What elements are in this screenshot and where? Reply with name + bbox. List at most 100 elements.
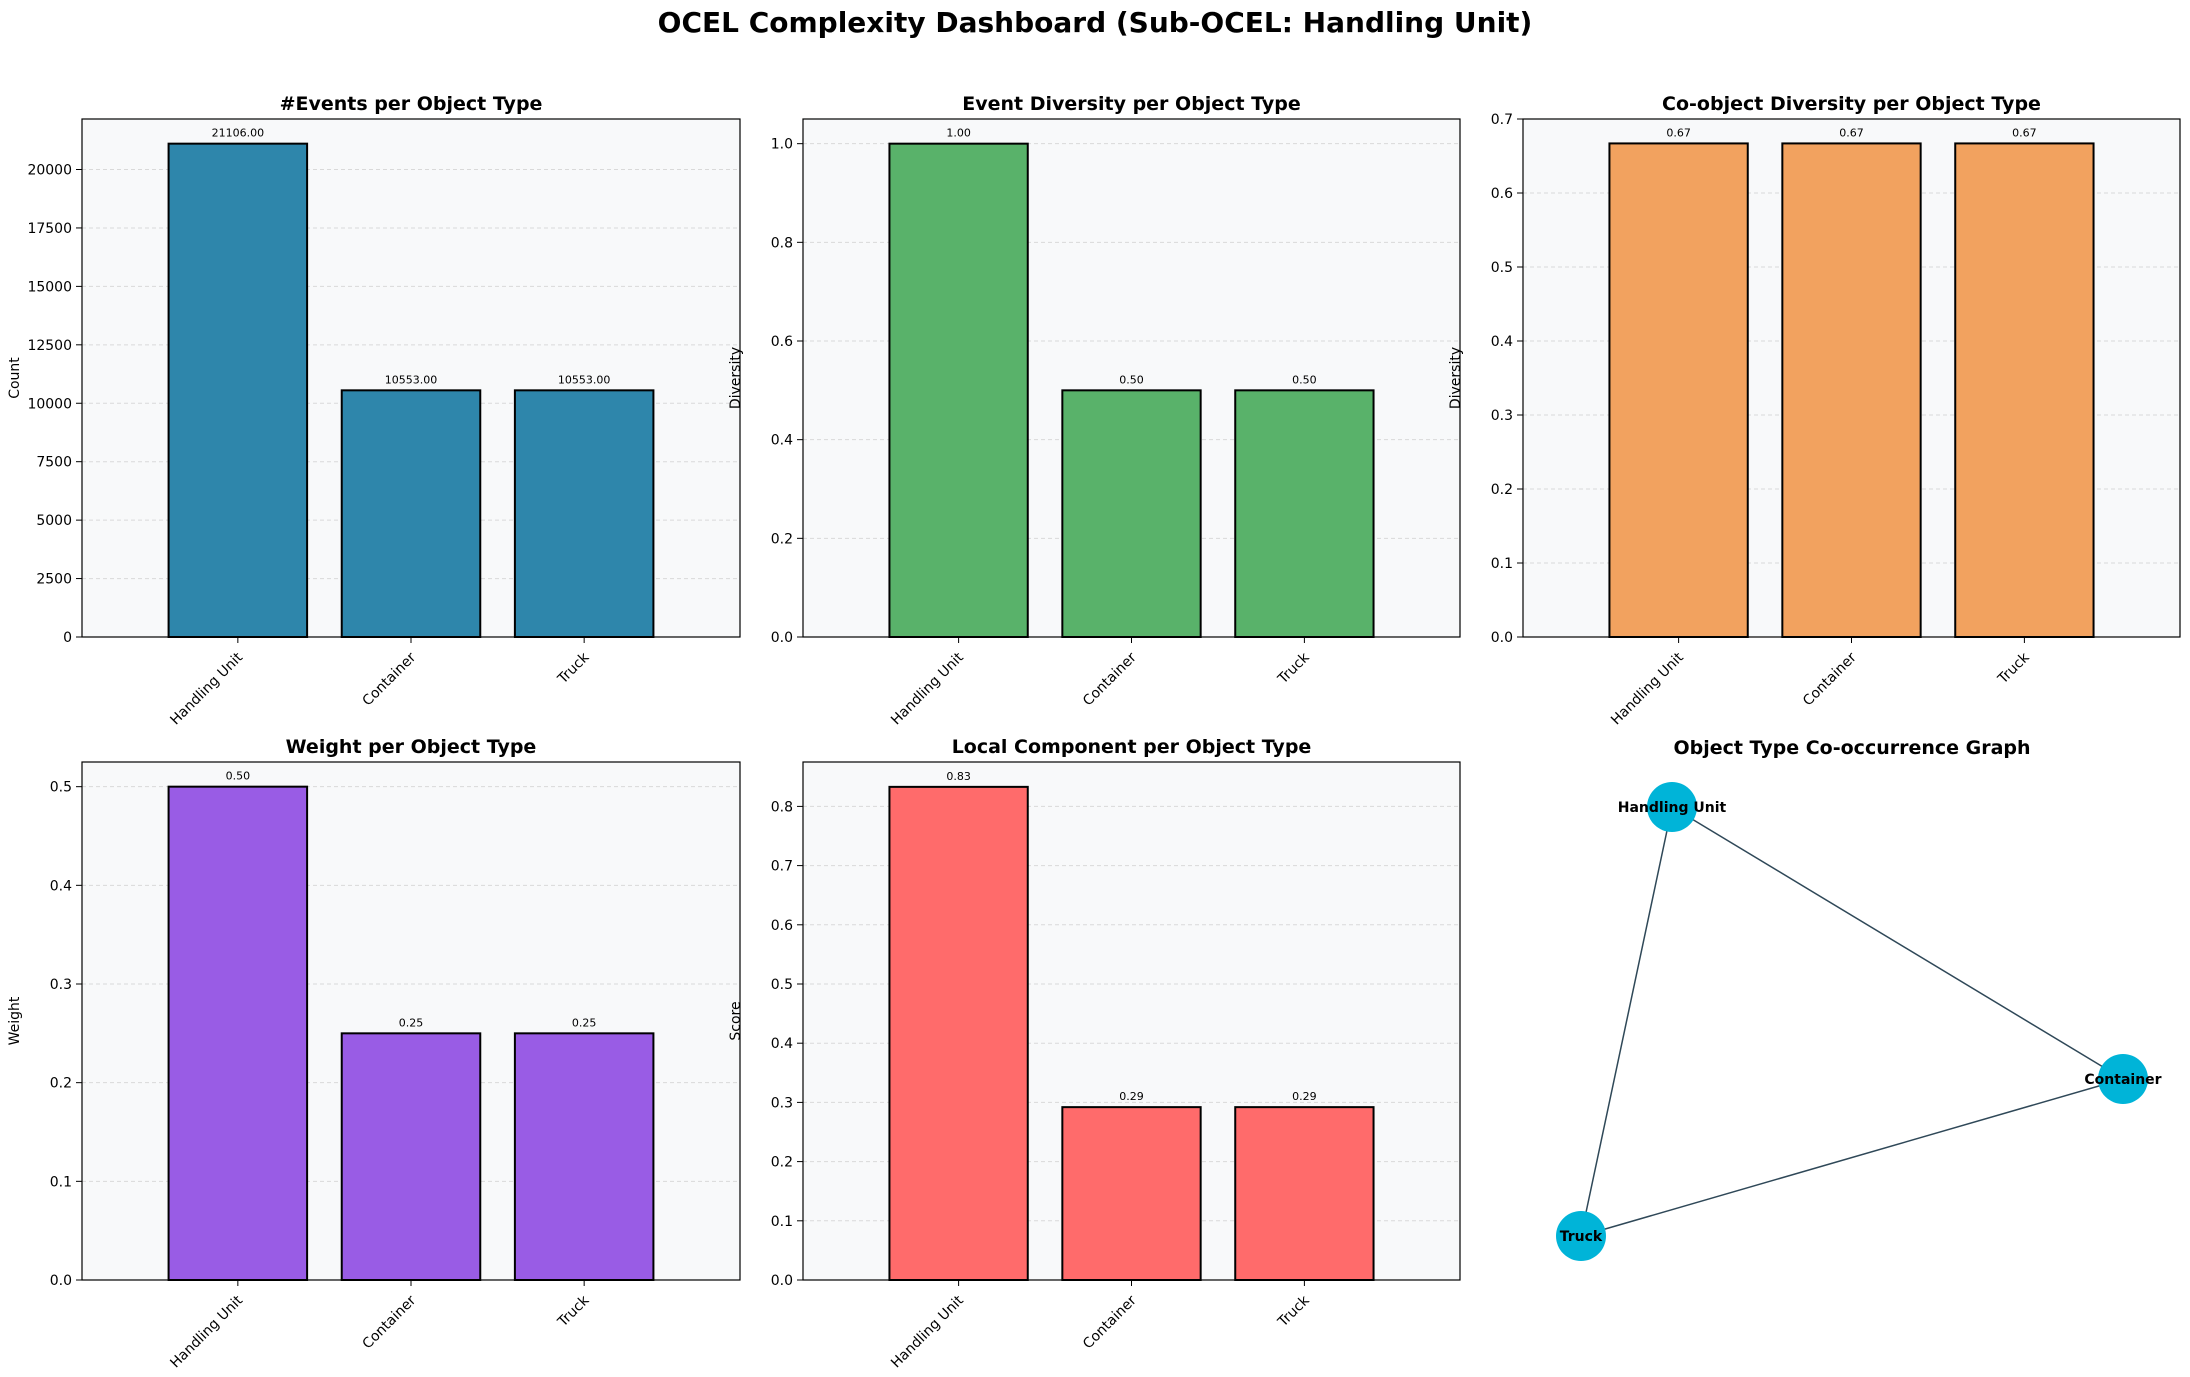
bar-chart-3: 0.0 0.1 0.2 0.3 0.4 0.5 0.6 0.7 0.67 Handling Uni… — [1448, 93, 2181, 728]
bar-value-label: 0.50 — [1292, 373, 1317, 386]
graph-node-label: Container — [2084, 1072, 2161, 1088]
axes-frame — [1522, 118, 2181, 638]
bar-value-label: 0.50 — [226, 770, 251, 783]
y-tick-label: 10000 — [27, 396, 72, 412]
y-axis-label: Count — [7, 357, 23, 399]
bar-value-label: 0.67 — [1839, 126, 1864, 139]
y-tick-label: 0.4 — [1491, 334, 1513, 350]
y-tick-label: 0.0 — [50, 1273, 72, 1289]
bar-value-label: 21106.00 — [212, 127, 265, 140]
y-tick-label: 0.4 — [771, 1036, 793, 1052]
y-tick-label: 0.0 — [1491, 630, 1513, 646]
y-tick-label: 0.2 — [771, 531, 793, 547]
y-tick-label: 0.3 — [771, 1095, 793, 1111]
y-tick-label: 0.0 — [771, 1273, 793, 1289]
graph-node — [1556, 1211, 1606, 1261]
graph-node-label: Handling Unit — [1618, 800, 1727, 816]
x-tick-label: Truck — [554, 1292, 593, 1331]
bar-chart-1: 0 2500 5000 7500 10000 12500 15000 17500 20000 21… — [7, 93, 741, 728]
y-tick-label: 17500 — [27, 221, 72, 237]
y-tick-label: 2500 — [36, 572, 72, 588]
y-tick-label: 0.8 — [771, 799, 793, 815]
y-tick-label: 1.0 — [771, 137, 793, 153]
axes-frame — [802, 118, 1461, 638]
bar-value-label: 0.29 — [1119, 1090, 1144, 1103]
axes-frame — [81, 118, 741, 638]
y-tick-label: 5000 — [36, 513, 72, 529]
chart-title: Event Diversity per Object Type — [962, 93, 1300, 115]
x-tick-label: Handling Unit — [167, 1292, 246, 1371]
x-tick-label: Container — [1800, 649, 1860, 709]
y-tick-label: 0.5 — [50, 780, 72, 796]
y-tick-label: 0.1 — [1491, 556, 1513, 572]
bar — [1608, 142, 1749, 638]
bar-value-label: 10553.00 — [385, 373, 438, 386]
axes-frame — [81, 761, 741, 1281]
y-tick-label: 0.1 — [771, 1214, 793, 1230]
y-axis-label: Weight — [7, 996, 23, 1045]
bar — [1234, 1106, 1375, 1281]
y-tick-label: 7500 — [36, 455, 72, 471]
bar — [340, 389, 482, 638]
bar-value-label: 0.50 — [1119, 373, 1144, 386]
x-tick-label: Handling Unit — [167, 649, 246, 728]
bar-value-label: 10553.00 — [558, 373, 611, 386]
bar — [1234, 389, 1375, 639]
x-tick-label: Container — [360, 649, 420, 709]
bar — [513, 389, 655, 638]
graph-edge — [1580, 806, 1673, 1237]
axes-frame — [802, 761, 1461, 1281]
y-tick-label: 0.2 — [1491, 482, 1513, 498]
graph-node-label: Truck — [1560, 1229, 1603, 1245]
y-tick-label: 0.4 — [50, 878, 72, 894]
y-tick-label: 0.6 — [771, 918, 793, 934]
bar — [1061, 1106, 1202, 1281]
y-tick-label: 0.0 — [771, 630, 793, 646]
chart-title: Local Component per Object Type — [952, 736, 1312, 758]
bar-chart-5: 0.0 0.1 0.2 0.3 0.4 0.5 0.6 0.7 0.8 0.83 Handling … — [728, 736, 1461, 1371]
x-tick-label: Handling Unit — [1608, 649, 1687, 728]
x-tick-label: Truck — [1274, 1292, 1313, 1331]
bar — [1781, 142, 1922, 638]
y-tick-label: 0.3 — [1491, 408, 1513, 424]
y-tick-label: 15000 — [27, 279, 72, 295]
y-tick-label: 0.7 — [1491, 112, 1513, 128]
y-tick-label: 0.2 — [50, 1076, 72, 1092]
bar-value-label: 0.25 — [572, 1016, 597, 1029]
x-tick-label: Container — [1080, 649, 1140, 709]
y-tick-label: 0.3 — [50, 977, 72, 993]
y-axis-label: Diversity — [1448, 347, 1464, 409]
x-tick-label: Handling Unit — [888, 1292, 967, 1371]
x-tick-label: Handling Unit — [888, 649, 967, 728]
bar — [1954, 142, 2095, 638]
bar — [513, 1032, 655, 1282]
bar — [1061, 389, 1202, 639]
y-tick-label: 0 — [63, 630, 72, 646]
bar-chart-4: 0.0 0.1 0.2 0.3 0.4 0.5 0.50 Handling Unit 0.25 C… — [7, 736, 741, 1371]
graph-node — [1647, 782, 1697, 832]
co-occurrence-graph: Object Type Co-occurrence Graph Handling … — [1556, 737, 2162, 1261]
graph-node — [2098, 1054, 2148, 1104]
chart-title: Co-object Diversity per Object Type — [1662, 93, 2041, 115]
y-tick-label: 0.6 — [1491, 186, 1513, 202]
bar-value-label: 0.83 — [946, 770, 971, 783]
y-tick-label: 0.5 — [1491, 260, 1513, 276]
dashboard-title: OCEL Complexity Dashboard (Sub-OCEL: Han… — [658, 6, 1533, 39]
y-tick-label: 0.4 — [771, 433, 793, 449]
y-axis-label: Diversity — [728, 347, 744, 409]
bar — [888, 785, 1029, 1281]
bar-value-label: 0.29 — [1292, 1090, 1317, 1103]
graph-edge — [1580, 1078, 2124, 1237]
y-tick-label: 20000 — [27, 163, 72, 179]
graph-edge — [1671, 806, 2124, 1080]
graph-title: Object Type Co-occurrence Graph — [1673, 737, 2030, 759]
bar-value-label: 0.67 — [1666, 126, 1691, 139]
bar-value-label: 1.00 — [946, 127, 971, 140]
x-tick-label: Truck — [1274, 649, 1313, 688]
y-tick-label: 0.8 — [771, 235, 793, 251]
bar — [167, 785, 309, 1282]
y-tick-label: 0.6 — [771, 334, 793, 350]
bar-value-label: 0.25 — [399, 1016, 424, 1029]
